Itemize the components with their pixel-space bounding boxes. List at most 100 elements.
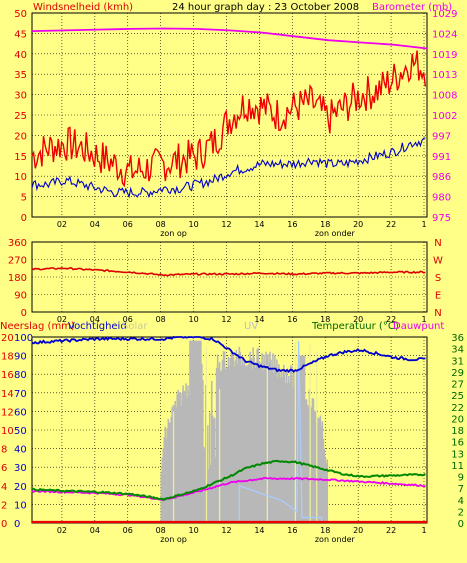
compass-tick-label: E (435, 291, 441, 302)
wind-y-tick-label: 20 (14, 131, 27, 142)
direction-x-tick-label: 08 (156, 315, 166, 324)
climate-x-tick-label: 16 (287, 526, 297, 535)
climate-x-tick-label: 18 (320, 526, 330, 535)
compass-tick-label: N (434, 308, 441, 319)
climate-x-tick-label: 08 (156, 526, 166, 535)
direction-x-tick-label: 02 (57, 315, 67, 324)
series-lines (31, 27, 428, 524)
humidity-line (31, 336, 426, 374)
wind-axis-title: Windsnelheid (kmh) (33, 2, 133, 13)
dewpoint-axis-title: Dauwpunt (393, 321, 444, 332)
humidity-y-tick-label: 60 (14, 407, 27, 418)
barometer-y-tick-label: 1002 (432, 111, 457, 122)
humidity-y-tick-label: 10 (14, 500, 27, 511)
sunrise-label-bottom: zon op (160, 535, 187, 544)
temperature-y-tick-label: 13 (451, 449, 464, 460)
compass-tick-label: W (433, 256, 443, 267)
wind-direction-line (31, 267, 426, 277)
humidity-axis-title: Vochtigheid (68, 321, 127, 332)
barometer-y-tick-label: 997 (432, 131, 451, 142)
solar-area (160, 340, 329, 523)
temperature-y-tick-label: 22 (451, 403, 464, 414)
temperature-y-tick-label: 29 (451, 368, 464, 379)
humidity-y-tick-label: 0 (14, 519, 20, 530)
direction-y-tick-label: 0 (21, 308, 27, 319)
rain-y-tick-label: 6 (1, 463, 7, 474)
barometer-y-tick-label: 986 (432, 172, 451, 183)
humidity-y-tick-label: 20 (14, 482, 27, 493)
wind-y-tick-label: 30 (14, 91, 27, 102)
wind-plot-frame (31, 12, 428, 218)
rain-y-tick-label: 18 (1, 352, 14, 363)
barometer-y-tick-label: 1024 (432, 29, 457, 40)
humidity-y-tick-label: 30 (14, 463, 27, 474)
barometer-y-tick-label: 975 (432, 213, 451, 224)
humidity-y-tick-label: 100 (14, 333, 33, 344)
direction-y-tick-label: 360 (8, 238, 27, 249)
barometer-y-tick-label: 1008 (432, 91, 457, 102)
humidity-y-tick-label: 50 (14, 426, 27, 437)
rain-y-tick-label: 16 (1, 370, 14, 381)
wind-y-tick-label: 0 (21, 213, 27, 224)
rain-y-tick-label: 2 (1, 500, 7, 511)
tick-labels: 02 04 06 08 10 12 14 16 18 20 22 105101520253035404… (1, 9, 464, 544)
temperature-y-tick-label: 18 (451, 426, 464, 437)
barometer-y-tick-label: 991 (432, 152, 451, 163)
wind-y-tick-label: 40 (14, 50, 27, 61)
wind-x-tick-label: 18 (320, 220, 330, 229)
barometer-line (31, 27, 428, 50)
wind-y-tick-label: 35 (14, 70, 27, 81)
direction-x-tick-label: 10 (188, 315, 198, 324)
temperature-y-tick-label: 0 (458, 519, 464, 530)
barometer-y-tick-label: 1013 (432, 70, 457, 81)
uv-line (238, 340, 323, 523)
humidity-y-tick-label: 70 (14, 389, 27, 400)
wind-x-tick-label: 14 (254, 220, 264, 229)
climate-x-tick-label: 20 (353, 526, 363, 535)
rain-y-tick-label: 0 (1, 519, 7, 530)
compass-tick-label: N (434, 238, 441, 249)
temperature-line (31, 459, 426, 502)
wind-y-tick-label: 10 (14, 172, 27, 183)
wind-y-tick-label: 5 (21, 193, 27, 204)
direction-x-tick-label: 06 (123, 315, 133, 324)
wind-y-tick-label: 15 (14, 152, 27, 163)
chart-title: 24 hour graph day : 23 October 2008 (172, 2, 359, 13)
temperature-y-tick-label: 36 (451, 333, 464, 344)
direction-y-tick-label: 180 (8, 273, 27, 284)
barometer-y-tick-label: 1019 (432, 50, 457, 61)
direction-x-tick-label: 1 (421, 315, 426, 324)
climate-x-tick-label: 22 (386, 526, 396, 535)
wind-x-tick-label: 22 (386, 220, 396, 229)
wind-y-tick-label: 50 (14, 9, 27, 20)
direction-y-tick-label: 270 (8, 256, 27, 267)
uv-axis-title: UV (244, 321, 258, 332)
direction-y-tick-label: 90 (14, 291, 27, 302)
wind-x-tick-label: 16 (287, 220, 297, 229)
barometer-axis-title: Barometer (mb) (372, 2, 452, 13)
average-wind-line (31, 137, 426, 199)
wind-x-tick-label: 20 (353, 220, 363, 229)
temperature-y-tick-label: 27 (451, 380, 464, 391)
climate-x-tick-label: 06 (123, 526, 133, 535)
sunrise-label: zon op (160, 229, 187, 238)
wind-x-tick-label: 04 (90, 220, 100, 229)
wind-x-tick-label: 08 (156, 220, 166, 229)
direction-x-tick-label: 18 (320, 315, 330, 324)
rain-y-tick-label: 8 (1, 445, 7, 456)
climate-x-tick-label: 14 (254, 526, 264, 535)
climate-x-tick-label: 12 (221, 526, 231, 535)
temperature-y-tick-label: 11 (451, 461, 464, 472)
rain-y-tick-label: 12 (1, 407, 14, 418)
wind-x-tick-label: 12 (221, 220, 231, 229)
barometer-y-tick-label: 1029 (432, 9, 457, 20)
wind-speed-line (31, 50, 427, 188)
sunset-label-bottom: zon onder (315, 535, 356, 544)
temperature-y-tick-label: 4 (458, 496, 464, 507)
direction-x-tick-label: 22 (386, 315, 396, 324)
rain-y-tick-label: 4 (1, 482, 7, 493)
sunset-label: zon onder (315, 229, 356, 238)
wind-x-tick-label: 10 (188, 220, 198, 229)
